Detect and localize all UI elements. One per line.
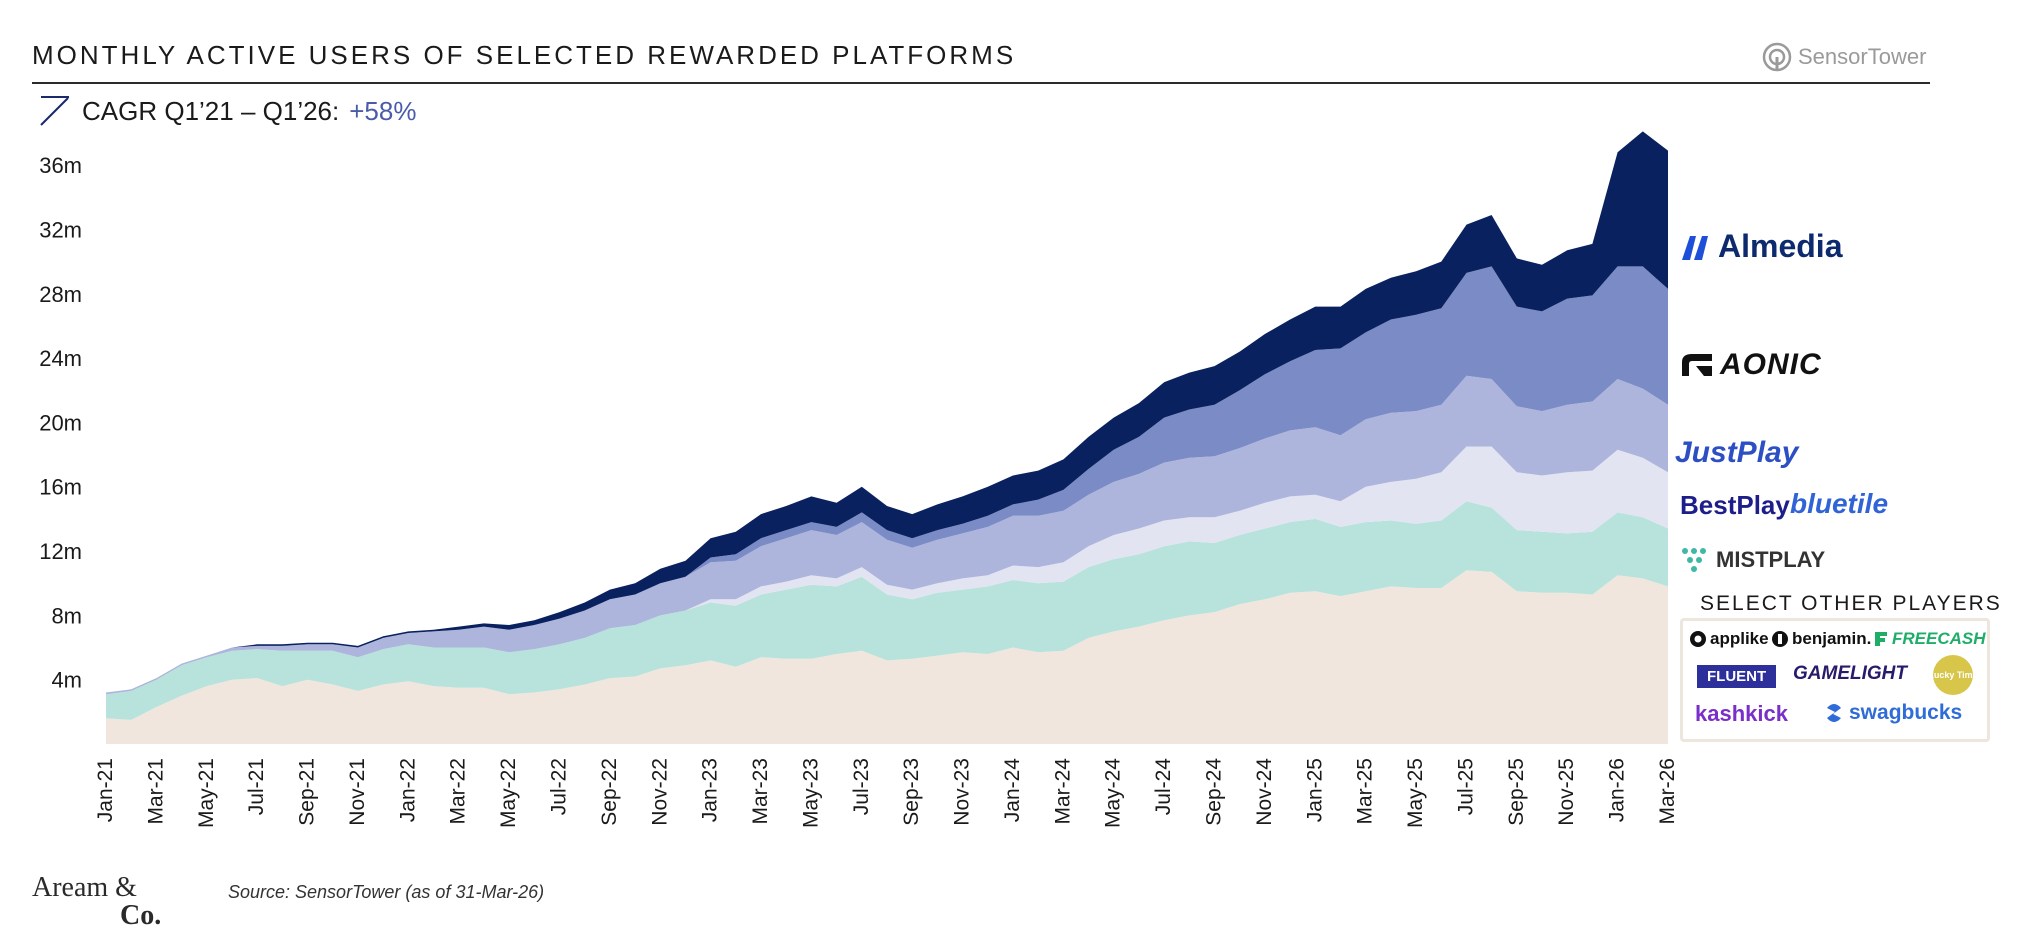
arrow-up-right-icon xyxy=(40,96,69,126)
benjamin-logo: benjamin. xyxy=(1771,629,1871,649)
x-tick-label: May-21 xyxy=(195,758,218,828)
kashkick-logo: kashkick xyxy=(1695,701,1788,726)
mistplay-label: MISTPLAY xyxy=(1716,547,1826,572)
fluent-logo: FLUENT xyxy=(1697,665,1777,688)
x-tick-label: Mar-26 xyxy=(1656,758,1679,825)
x-tick-label: Mar-25 xyxy=(1354,758,1377,825)
x-tick-label: Sep-25 xyxy=(1505,758,1528,826)
title-divider xyxy=(32,82,1930,84)
x-tick-label: Sep-21 xyxy=(296,758,319,826)
aream-co-logo: Aream & Co. xyxy=(32,872,161,932)
sensortower-logo: SensorTower xyxy=(1762,42,1926,72)
legend-bestplay: BestPlay xyxy=(1680,490,1790,520)
aream-line: Aream & xyxy=(32,872,137,903)
x-tick-label: Nov-25 xyxy=(1555,758,1578,826)
x-tick-label: Jan-22 xyxy=(396,758,419,822)
almedia-label: Almedia xyxy=(1718,228,1843,264)
sensortower-icon xyxy=(1762,42,1792,72)
x-tick-label: May-22 xyxy=(497,758,520,828)
x-tick-label: Nov-23 xyxy=(951,758,974,826)
x-tick-label: Mar-22 xyxy=(447,758,470,825)
cagr-label: CAGR Q1’21 – Q1’26: xyxy=(82,95,340,126)
x-tick-label: Jul-22 xyxy=(547,758,570,815)
applike-logo: applike xyxy=(1689,629,1769,649)
x-tick-label: Mar-21 xyxy=(144,758,167,825)
gamelight-logo: GAMELIGHT xyxy=(1793,663,1907,684)
y-tick-label: 20m xyxy=(39,410,82,435)
y-axis-labels: 4m 8m 12m 16m 20m 24m 28m 32m 36m xyxy=(39,153,82,693)
x-tick-label: Mar-23 xyxy=(749,758,772,825)
y-tick-label: 4m xyxy=(51,668,82,693)
y-tick-label: 16m xyxy=(39,475,82,500)
series-area-justplay xyxy=(106,375,1668,695)
y-tick-label: 24m xyxy=(39,346,82,371)
x-tick-label: Jan-21 xyxy=(94,758,117,822)
mistplay-icon xyxy=(1682,548,1706,572)
benjamin-icon xyxy=(1772,631,1788,647)
series-area-others xyxy=(106,570,1668,744)
legend-mistplay: MISTPLAY xyxy=(1680,545,1825,575)
series-area-mistplay xyxy=(106,501,1668,720)
x-tick-label: Sep-22 xyxy=(598,758,621,826)
x-tick-label: Jul-25 xyxy=(1454,758,1477,815)
chart-title: MONTHLY ACTIVE USERS OF SELECTED REWARDE… xyxy=(32,40,1017,70)
freecash-logo: FREECASH xyxy=(1873,629,1986,649)
x-tick-label: Jan-26 xyxy=(1606,758,1629,822)
x-tick-label: May-23 xyxy=(799,758,822,828)
y-tick-label: 32m xyxy=(39,217,82,242)
x-tick-label: May-24 xyxy=(1102,758,1125,828)
x-tick-label: Jul-24 xyxy=(1152,758,1175,816)
other-players-box: applike benjamin. FREECASH FLUENT GAMELI… xyxy=(1680,618,1990,742)
legend-justplay: JustPlay xyxy=(1675,436,1799,469)
lucky-time-logo: Lucky Time xyxy=(1928,655,1978,695)
benjamin-label: benjamin. xyxy=(1792,629,1872,648)
x-tick-label: Jan-23 xyxy=(699,758,722,822)
x-tick-label: May-25 xyxy=(1404,758,1427,828)
x-tick-label: Sep-24 xyxy=(1203,758,1226,826)
source-note: Source: SensorTower (as of 31-Mar-26) xyxy=(228,882,545,902)
x-tick-label: Nov-22 xyxy=(648,758,671,826)
co-line: Co. xyxy=(120,900,162,931)
y-tick-label: 8m xyxy=(51,603,82,628)
legend-almedia: Almedia xyxy=(1680,228,1842,265)
x-tick-label: Jul-21 xyxy=(245,758,268,815)
swagbucks-label: swagbucks xyxy=(1849,701,1963,724)
x-axis-labels: Jan-21 Mar-21 May-21 Jul-21 Sep-21 Nov-21 Jan-… xyxy=(94,758,1679,828)
y-tick-label: 12m xyxy=(39,539,82,564)
cagr-value: +58% xyxy=(349,95,417,126)
aonic-icon xyxy=(1682,354,1712,376)
freecash-icon xyxy=(1875,632,1887,646)
x-tick-label: Nov-21 xyxy=(346,758,369,826)
series-area-aonic xyxy=(106,266,1668,693)
legend-aonic: AONIC xyxy=(1680,348,1822,382)
applike-label: applike xyxy=(1710,629,1769,648)
y-tick-label: 28m xyxy=(39,282,82,307)
applike-icon xyxy=(1690,631,1706,647)
series-area-bestplay-bluetile xyxy=(106,446,1668,695)
y-tick-label: 36m xyxy=(39,153,82,178)
x-tick-label: Jul-23 xyxy=(850,758,873,815)
cagr-annotation: CAGR Q1’21 – Q1’26: +58% xyxy=(38,94,416,128)
x-tick-label: Jan-24 xyxy=(1001,758,1024,823)
x-tick-label: Jan-25 xyxy=(1303,758,1326,822)
x-tick-label: Mar-24 xyxy=(1051,758,1074,825)
legend-bluetile: bluetile xyxy=(1790,488,1889,519)
aonic-label: AONIC xyxy=(1720,348,1822,381)
series-areas xyxy=(106,131,1668,744)
x-tick-label: Sep-23 xyxy=(900,758,923,826)
almedia-icon xyxy=(1682,235,1708,260)
sensortower-name: SensorTower xyxy=(1798,44,1927,69)
freecash-label: FREECASH xyxy=(1892,629,1986,648)
x-tick-label: Nov-24 xyxy=(1253,758,1276,826)
swagbucks-logo: swagbucks xyxy=(1823,701,1962,725)
swagbucks-icon xyxy=(1827,704,1841,722)
other-players-title: SELECT OTHER PLAYERS xyxy=(1700,592,2002,615)
